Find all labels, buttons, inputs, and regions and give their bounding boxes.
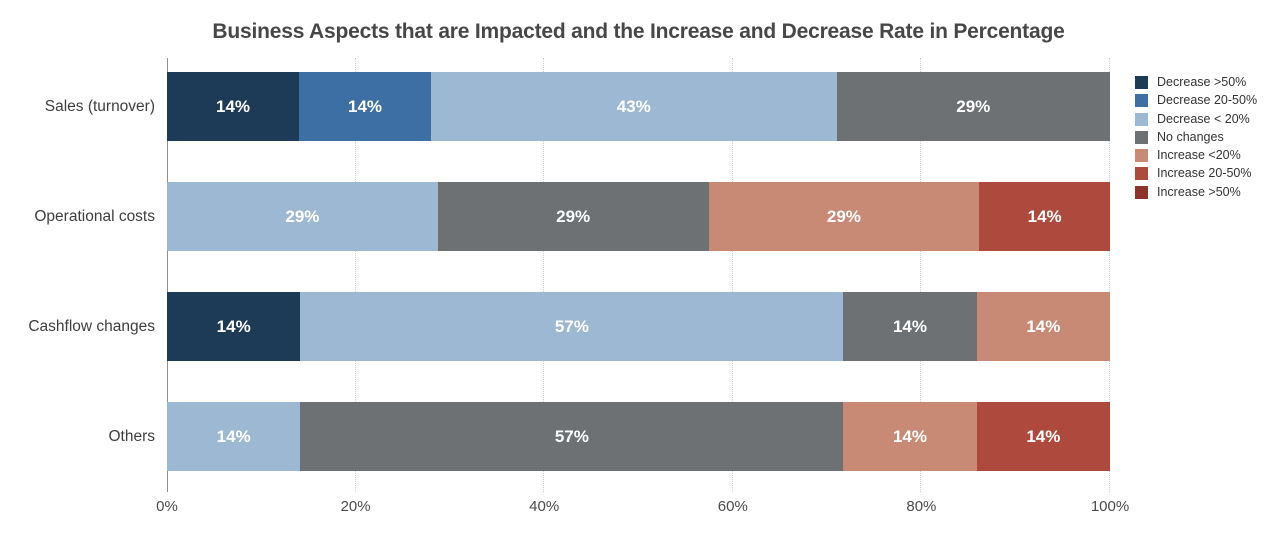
category-label: Operational costs: [34, 207, 155, 225]
bar-segment: 14%: [167, 402, 301, 471]
bar-segment: 14%: [299, 72, 432, 141]
bar-segment-label: 43%: [616, 96, 651, 116]
bar-segment: 14%: [843, 292, 977, 361]
bar-segment-label: 57%: [554, 316, 589, 336]
bar-segment: 14%: [167, 72, 300, 141]
legend-item: Decrease < 20%: [1135, 111, 1257, 126]
bar-segment: 29%: [836, 72, 1110, 141]
bar-segment-label: 14%: [215, 96, 251, 116]
category-label: Others: [108, 427, 155, 445]
x-tick-label: 40%: [529, 498, 560, 515]
legend: Decrease >50% Decrease 20-50% Decrease < 2…: [1135, 76, 1257, 204]
legend-item: Increase 20-50%: [1135, 166, 1257, 181]
category-label: Cashflow changes: [28, 317, 155, 335]
legend-swatch: [1135, 130, 1148, 144]
legend-item: Increase <20%: [1135, 148, 1257, 163]
legend-label: Increase 20-50%: [1157, 166, 1252, 181]
bar-row: 14% 14% 43% 29%: [167, 72, 1110, 141]
gridline: [920, 58, 922, 492]
legend-swatch: [1135, 112, 1148, 126]
plot-area: 14% 14% 43% 29% 29% 29% 29% 14% 14% 57% 14% 14% 14% 5…: [167, 58, 1111, 492]
bar-row: 14% 57% 14% 14%: [167, 292, 1111, 361]
legend-item: Decrease >50%: [1135, 76, 1257, 89]
bar-segment: 29%: [167, 182, 438, 251]
legend-label: No changes: [1157, 129, 1224, 144]
gridline: [543, 58, 545, 492]
bar-segment-label: 29%: [285, 206, 320, 226]
bar-segment-label: 14%: [1026, 426, 1061, 446]
bar-segment-label: 14%: [216, 316, 251, 336]
x-tick-label: 0%: [156, 498, 178, 515]
bar-segment-label: 14%: [892, 316, 927, 336]
bar-segment-label: 14%: [348, 96, 383, 116]
bar-segment: 29%: [708, 182, 980, 251]
x-tick-label: 100%: [1090, 498, 1130, 515]
bar-segment-label: 14%: [1027, 206, 1062, 226]
bar-segment: 14%: [976, 292, 1111, 361]
legend-item: No changes: [1135, 129, 1257, 144]
bar-segment-label: 14%: [216, 426, 251, 446]
bar-segment-label: 57%: [554, 426, 589, 446]
legend-label: Decrease >50%: [1157, 75, 1247, 89]
legend-item: Decrease 20-50%: [1135, 93, 1258, 108]
bar-segment: 29%: [437, 182, 709, 251]
legend-swatch: [1135, 94, 1148, 108]
legend-swatch: [1135, 76, 1148, 89]
legend-swatch: [1135, 167, 1148, 181]
bar-segment: 57%: [300, 402, 844, 471]
bar-segment-label: 29%: [556, 206, 591, 226]
bar-segment: 14%: [976, 402, 1111, 471]
y-axis-line: [167, 58, 168, 492]
gridline: [731, 58, 733, 492]
legend-label: Decrease 20-50%: [1157, 93, 1258, 108]
gridline: [1109, 58, 1110, 492]
bar-segment: 14%: [843, 402, 977, 471]
bar-segment-label: 29%: [826, 206, 861, 226]
bar-segment: 14%: [979, 182, 1111, 251]
x-tick-label: 80%: [906, 498, 937, 515]
bar-segment: 43%: [431, 72, 837, 141]
legend-item: Increase >50%: [1135, 184, 1257, 199]
bar-row: 29% 29% 29% 14%: [167, 182, 1111, 251]
legend-label: Increase <20%: [1157, 148, 1241, 163]
bar-segment: 57%: [300, 292, 844, 361]
legend-swatch: [1135, 149, 1148, 163]
x-tick-label: 20%: [340, 498, 371, 515]
legend-swatch: [1135, 185, 1148, 199]
bar-segment: 14%: [167, 292, 301, 361]
bar-segment-label: 14%: [892, 426, 927, 446]
bar-segment-label: 29%: [956, 96, 991, 116]
chart-title: Business Aspects that are Impacted and t…: [212, 20, 1065, 43]
category-label: Sales (turnover): [44, 97, 155, 115]
legend-label: Increase >50%: [1157, 184, 1241, 199]
bar-row: 14% 57% 14% 14%: [167, 402, 1111, 471]
legend-label: Decrease < 20%: [1157, 111, 1250, 126]
x-tick-label: 60%: [717, 498, 748, 515]
gridline: [354, 58, 356, 492]
bar-segment-label: 14%: [1026, 316, 1061, 336]
